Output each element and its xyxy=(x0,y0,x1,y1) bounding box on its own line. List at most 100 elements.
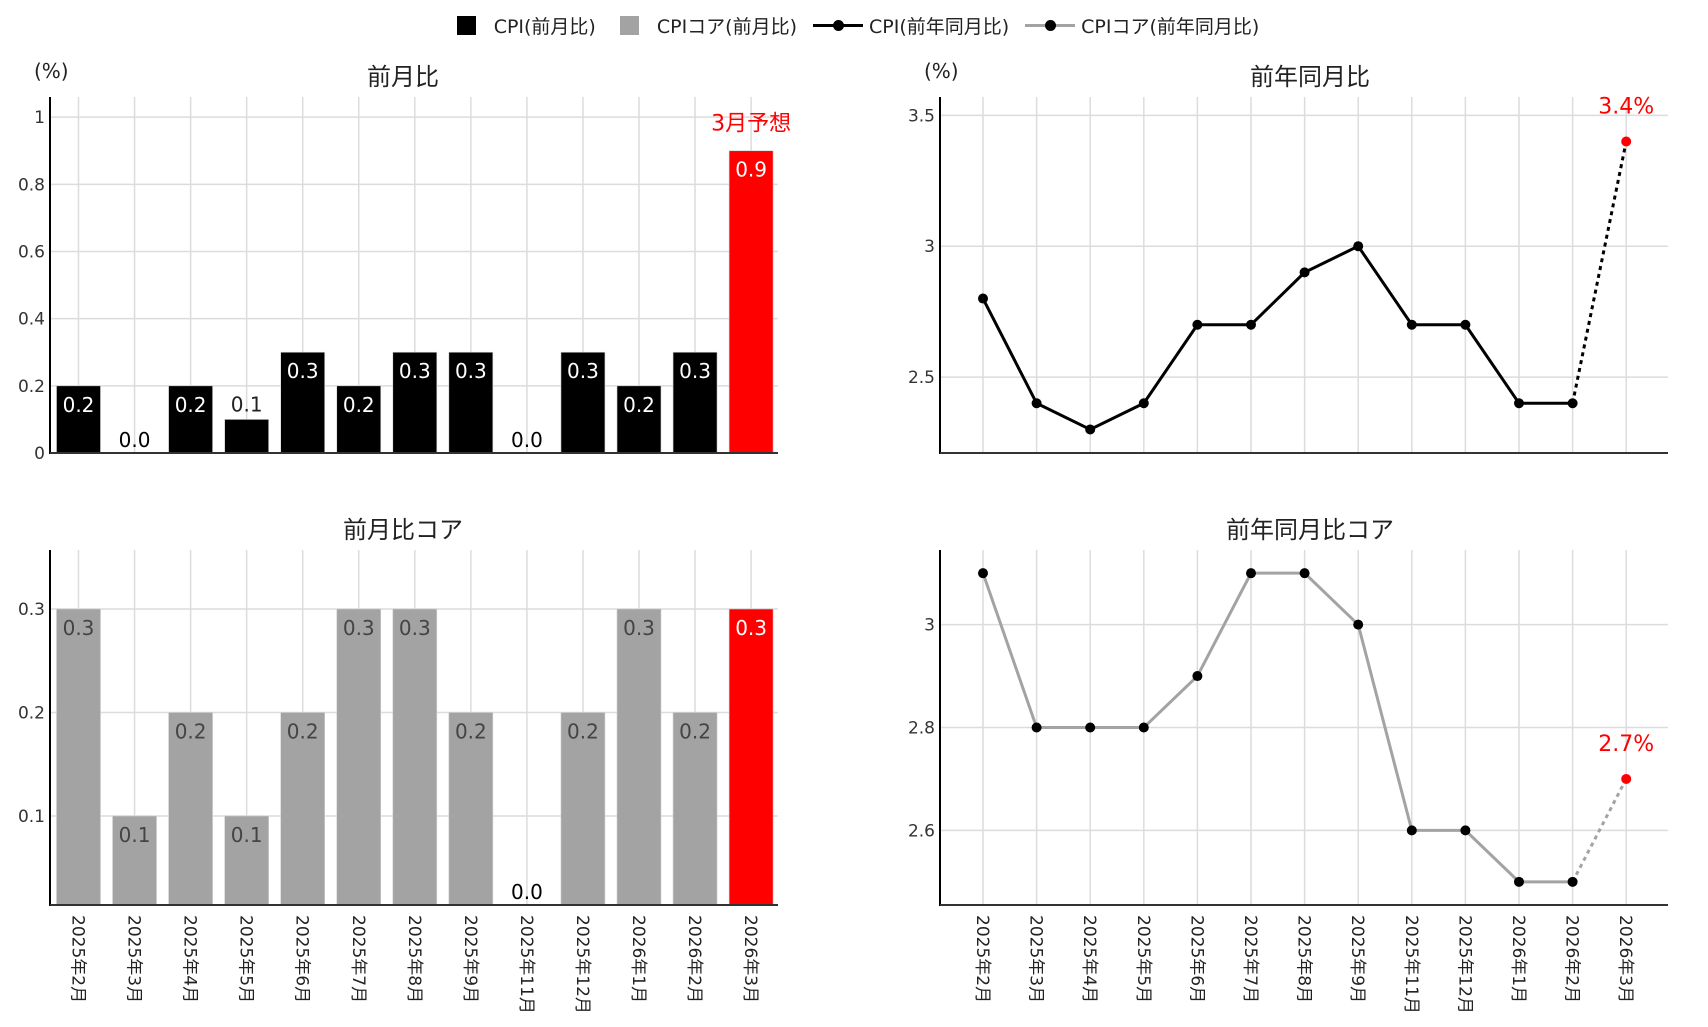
x-tick-label: 2025年12月 xyxy=(1454,915,1474,1014)
bar-value-label: 0.0 xyxy=(511,428,543,452)
bar-value-label: 0.3 xyxy=(287,359,319,383)
data-point[interactable] xyxy=(1460,319,1471,330)
y-tick-label: 2.6 xyxy=(908,821,935,841)
data-bar[interactable] xyxy=(616,385,662,454)
y-tick-label: 0.8 xyxy=(18,175,45,195)
data-bar[interactable] xyxy=(280,351,326,454)
data-point[interactable] xyxy=(1406,319,1417,330)
data-point[interactable] xyxy=(978,293,988,304)
y-tick-label: 0.6 xyxy=(18,242,45,262)
data-point[interactable] xyxy=(1406,825,1417,836)
y-tick-label: 0.3 xyxy=(18,600,45,620)
legend-label: CPI(前年同月比) xyxy=(869,15,1010,38)
data-point[interactable] xyxy=(1031,722,1042,733)
black-square-icon xyxy=(456,15,476,35)
data-point[interactable] xyxy=(1567,398,1578,409)
data-point[interactable] xyxy=(1299,267,1310,278)
bar-value-label: 0.3 xyxy=(679,359,711,383)
x-tick-label: 2025年11月 xyxy=(1401,915,1421,1014)
data-bar[interactable] xyxy=(392,351,438,454)
forecast-bar[interactable] xyxy=(728,608,774,906)
forecast-dotted-line xyxy=(1571,141,1628,404)
data-point[interactable] xyxy=(1246,568,1256,579)
data-point[interactable] xyxy=(1460,825,1471,836)
series-line xyxy=(981,244,1573,432)
data-bar[interactable] xyxy=(560,351,606,454)
bar-value-label: 0.0 xyxy=(511,880,543,904)
y-tick-label: 0.1 xyxy=(18,807,45,827)
data-point[interactable] xyxy=(1246,319,1256,330)
gray-square-icon xyxy=(619,15,639,35)
data-point[interactable] xyxy=(1567,876,1578,887)
x-tick-label: 2026年1月 xyxy=(1508,915,1528,1003)
data-bar[interactable] xyxy=(112,815,157,906)
y-tick-label: 3 xyxy=(924,616,935,636)
x-tick-label: 2025年3月 xyxy=(1026,915,1046,1003)
forecast-point[interactable] xyxy=(1621,773,1632,784)
data-point[interactable] xyxy=(1353,241,1364,252)
data-point[interactable] xyxy=(1138,722,1149,733)
data-point[interactable] xyxy=(978,568,988,579)
x-tick-label: 2025年8月 xyxy=(404,915,424,1003)
data-point[interactable] xyxy=(1138,398,1149,409)
bar-value-label: 0.3 xyxy=(399,616,431,640)
x-tick-label: 2025年5月 xyxy=(236,915,256,1003)
forecast-annotation: 3.4% xyxy=(1598,95,1654,120)
chart-title: 前月比 xyxy=(367,63,439,91)
y-axis-unit-label: (%) xyxy=(924,59,959,83)
data-bar[interactable] xyxy=(168,712,213,906)
y-axis-unit-label: (%) xyxy=(34,59,69,83)
data-bar[interactable] xyxy=(336,608,382,906)
legend-item-cpi-yoy[interactable]: CPI(前年同月比) xyxy=(813,12,1009,39)
data-bar[interactable] xyxy=(448,351,494,454)
x-tick-label: 2025年4月 xyxy=(180,915,200,1003)
bar-value-label: 0.1 xyxy=(231,823,263,847)
data-bar[interactable] xyxy=(616,608,662,906)
forecast-point[interactable] xyxy=(1621,136,1632,147)
gray-line-marker-icon xyxy=(1025,16,1076,35)
data-point[interactable] xyxy=(1192,319,1203,330)
y-tick-label: 1 xyxy=(34,108,45,128)
data-point[interactable] xyxy=(1192,671,1203,682)
x-tick-label: 2026年1月 xyxy=(628,915,648,1003)
bar-value-label: 0.2 xyxy=(343,393,375,417)
data-bar[interactable] xyxy=(224,419,269,454)
legend-item-core-yoy[interactable]: CPIコア(前年同月比) xyxy=(1025,12,1259,39)
data-point[interactable] xyxy=(1353,619,1364,630)
data-bar[interactable] xyxy=(448,712,494,906)
x-tick-label: 2025年7月 xyxy=(1240,915,1260,1003)
y-tick-label: 3 xyxy=(924,237,935,257)
data-bar[interactable] xyxy=(672,712,718,906)
data-point[interactable] xyxy=(1085,424,1096,435)
bar-value-label: 0.2 xyxy=(679,719,711,743)
x-tick-label: 2025年6月 xyxy=(292,915,312,1003)
legend-item-core-mom[interactable]: CPIコア(前月比) xyxy=(612,12,797,39)
bar-value-label: 0.2 xyxy=(455,719,487,743)
x-tick-label: 2025年8月 xyxy=(1294,915,1314,1003)
forecast-bar[interactable] xyxy=(728,150,774,454)
x-tick-label: 2025年4月 xyxy=(1079,915,1099,1003)
x-tick-label: 2025年12月 xyxy=(572,915,592,1014)
bar-value-label: 0.3 xyxy=(735,616,767,640)
data-bar[interactable] xyxy=(392,608,438,906)
x-tick-label: 2026年3月 xyxy=(1615,915,1635,1003)
y-tick-label: 2.5 xyxy=(908,368,935,388)
data-bar[interactable] xyxy=(56,608,101,906)
data-point[interactable] xyxy=(1031,398,1042,409)
data-bar[interactable] xyxy=(280,712,326,906)
data-point[interactable] xyxy=(1514,398,1524,409)
data-point[interactable] xyxy=(1514,876,1524,887)
data-bar[interactable] xyxy=(336,385,382,454)
bar-value-label: 0.3 xyxy=(399,359,431,383)
y-tick-label: 0.2 xyxy=(18,377,45,397)
chart-panel-mom-core: 前月比コア 0.1 0.2 0.3 0.3 0.1 0.2 0.1 0.2 0.3 0.3 0.2 0.… xyxy=(18,516,778,1014)
chart-title: 前年同月比 xyxy=(1250,63,1370,91)
data-point[interactable] xyxy=(1299,568,1310,579)
chart-legend: CPI(前月比) CPIコア(前月比) CPI(前年同月比) CPIコア(前年同… xyxy=(0,8,1708,42)
legend-item-cpi-mom[interactable]: CPI(前月比) xyxy=(449,12,596,39)
data-bar[interactable] xyxy=(224,815,269,906)
x-tick-label: 2026年3月 xyxy=(740,915,760,1003)
data-bar[interactable] xyxy=(560,712,606,906)
x-tick-label: 2025年7月 xyxy=(348,915,368,1003)
data-point[interactable] xyxy=(1085,722,1096,733)
